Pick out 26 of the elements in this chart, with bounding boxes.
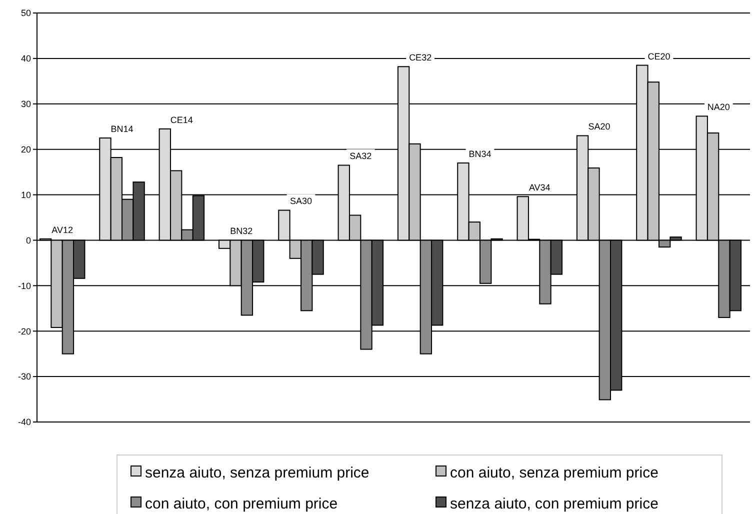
legend-label: con aiuto, con premium price [145, 495, 338, 512]
x-tick-label: NA20 [707, 102, 730, 112]
legend-label: senza aiuto, senza premium price [145, 464, 370, 482]
y-tick-label: 20 [20, 144, 31, 154]
x-tick-label: BN32 [230, 226, 253, 236]
x-tick-label: BN34 [468, 148, 492, 159]
x-tick-label: AV34 [528, 182, 550, 193]
x-tick-label: AV12 [52, 224, 74, 235]
y-tick-label: 10 [20, 190, 31, 200]
y-tick-label: 30 [20, 99, 31, 110]
y-tick-label: 40 [20, 54, 31, 64]
y-tick-label: -30 [18, 372, 31, 382]
x-tick-label: SA20 [588, 122, 610, 132]
x-tick-label: BN14 [110, 124, 134, 134]
y-tick-label: -40 [18, 417, 31, 428]
y-tick-label: -10 [18, 280, 31, 291]
y-tick-label: 0 [26, 235, 31, 246]
y-tick-label: 50 [20, 8, 31, 18]
x-tick-label: SA30 [290, 196, 312, 206]
x-tick-label: CE20 [648, 51, 670, 62]
legend-label: senza aiuto, con premium price [450, 495, 658, 512]
x-tick-label: CE14 [170, 114, 193, 125]
x-tick-label: SA32 [350, 151, 372, 162]
legend-label: con aiuto, senza premium price [450, 464, 658, 482]
y-tick-label: -20 [18, 326, 31, 336]
x-tick-label: CE32 [409, 52, 432, 63]
